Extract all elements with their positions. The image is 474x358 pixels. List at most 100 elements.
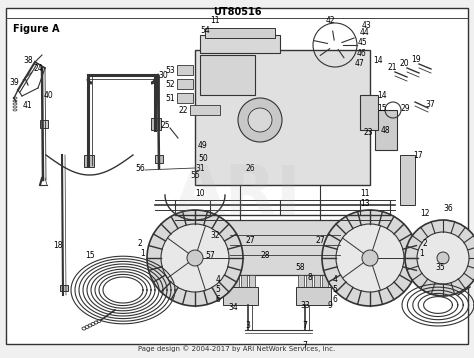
Bar <box>375 110 397 150</box>
Text: 55: 55 <box>190 170 200 179</box>
Bar <box>400 155 415 205</box>
Bar <box>177 65 193 75</box>
Text: 1: 1 <box>419 248 424 257</box>
Text: 33: 33 <box>300 300 310 310</box>
Circle shape <box>147 210 243 306</box>
Text: 4: 4 <box>216 276 220 285</box>
Bar <box>314 275 320 287</box>
Text: 18: 18 <box>53 241 63 250</box>
Text: 49: 49 <box>198 140 208 150</box>
Text: 1: 1 <box>141 248 146 257</box>
Bar <box>306 275 312 287</box>
Text: 14: 14 <box>377 91 387 100</box>
Bar <box>190 105 220 115</box>
Text: 39: 39 <box>9 77 19 87</box>
Text: 8: 8 <box>308 274 312 282</box>
Text: 27: 27 <box>315 236 325 245</box>
Text: 5: 5 <box>216 285 220 295</box>
Bar <box>60 285 68 291</box>
Text: 27: 27 <box>245 236 255 245</box>
Text: 56: 56 <box>135 164 145 173</box>
Text: 58: 58 <box>295 263 305 272</box>
Text: 29: 29 <box>400 103 410 112</box>
Text: 34: 34 <box>228 304 238 313</box>
Circle shape <box>161 224 229 292</box>
Text: 15: 15 <box>85 251 95 260</box>
Circle shape <box>437 252 449 264</box>
Text: 53: 53 <box>165 66 175 74</box>
Circle shape <box>405 220 474 296</box>
Text: 36: 36 <box>443 203 453 213</box>
Text: 57: 57 <box>205 251 215 260</box>
Text: 19: 19 <box>411 54 421 63</box>
Text: 3: 3 <box>246 320 250 329</box>
Text: 24: 24 <box>33 63 43 73</box>
Circle shape <box>417 232 469 284</box>
Text: 26: 26 <box>245 164 255 173</box>
Bar <box>177 79 193 89</box>
Bar <box>84 155 94 167</box>
Bar <box>360 95 378 130</box>
Text: 46: 46 <box>357 48 367 58</box>
Text: 7: 7 <box>302 320 308 329</box>
Text: 15: 15 <box>377 103 387 112</box>
Bar <box>220 220 350 275</box>
Text: 32: 32 <box>210 231 220 240</box>
Text: 6: 6 <box>216 295 220 305</box>
Bar <box>155 155 163 163</box>
Circle shape <box>322 210 418 306</box>
Bar <box>322 275 328 287</box>
Circle shape <box>336 224 404 292</box>
Text: 20: 20 <box>399 58 409 68</box>
Text: 28: 28 <box>260 251 270 260</box>
Text: 11: 11 <box>360 189 370 198</box>
Text: UT80516: UT80516 <box>213 7 261 17</box>
Text: 50: 50 <box>198 154 208 163</box>
Text: 5: 5 <box>333 285 337 295</box>
Text: 52: 52 <box>165 79 175 88</box>
Text: 2: 2 <box>423 238 428 247</box>
Bar <box>241 275 247 287</box>
Text: 35: 35 <box>435 263 445 272</box>
Text: 51: 51 <box>165 93 175 102</box>
Text: 7: 7 <box>302 340 308 349</box>
Text: 41: 41 <box>22 101 32 110</box>
Text: 11: 11 <box>210 15 220 24</box>
Text: 47: 47 <box>355 58 365 68</box>
Text: 45: 45 <box>358 38 368 47</box>
Text: Page design © 2004-2017 by ARI NetWork Services, Inc.: Page design © 2004-2017 by ARI NetWork S… <box>138 345 336 352</box>
Text: 42: 42 <box>325 15 335 24</box>
Bar <box>205 28 275 38</box>
Text: 43: 43 <box>362 20 372 29</box>
Circle shape <box>248 108 272 132</box>
Bar <box>298 275 304 287</box>
Text: 38: 38 <box>23 55 33 64</box>
Text: 31: 31 <box>195 164 205 173</box>
Bar <box>249 275 255 287</box>
Bar <box>177 93 193 103</box>
Bar <box>40 120 48 128</box>
Text: 21: 21 <box>387 63 397 72</box>
Text: 37: 37 <box>425 100 435 108</box>
Text: 9: 9 <box>328 300 332 310</box>
Text: Figure A: Figure A <box>13 24 60 34</box>
Bar <box>200 35 280 53</box>
Bar <box>200 55 255 95</box>
Text: 17: 17 <box>413 150 423 160</box>
Circle shape <box>238 98 282 142</box>
Text: 44: 44 <box>360 28 370 37</box>
Text: 6: 6 <box>333 295 337 305</box>
Bar <box>223 287 258 305</box>
Text: 25: 25 <box>160 121 170 130</box>
Text: 23: 23 <box>363 127 373 136</box>
Bar <box>195 50 370 185</box>
Text: 22: 22 <box>178 106 188 115</box>
Text: 10: 10 <box>195 189 205 198</box>
Text: 12: 12 <box>420 208 430 218</box>
Text: 4: 4 <box>333 276 337 285</box>
Bar <box>151 118 161 130</box>
Text: 54: 54 <box>200 25 210 34</box>
Text: 30: 30 <box>158 71 168 79</box>
Text: ARI: ARI <box>173 162 301 228</box>
Circle shape <box>362 250 378 266</box>
